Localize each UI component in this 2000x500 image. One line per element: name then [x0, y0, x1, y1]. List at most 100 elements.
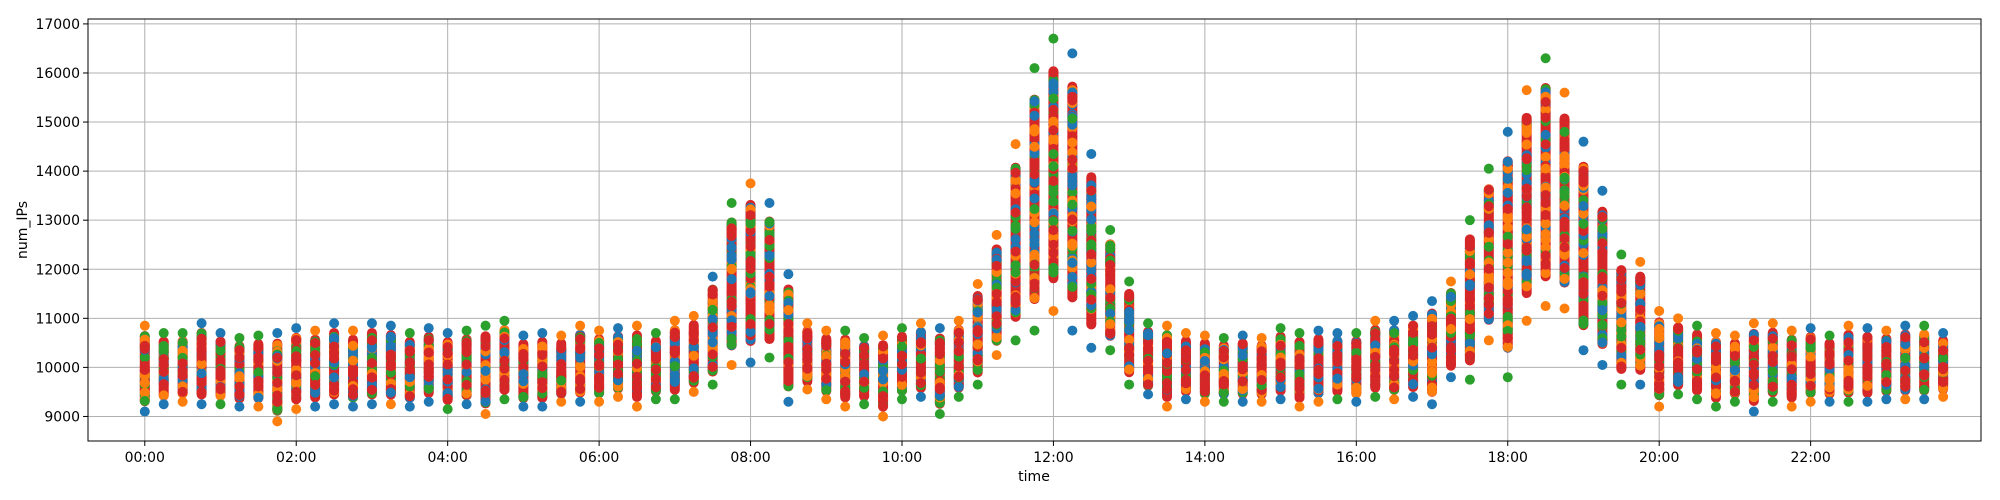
data-point: [745, 263, 756, 274]
data-point: [556, 351, 567, 362]
data-point: [1748, 335, 1759, 346]
data-point: [1559, 273, 1570, 284]
data-point: [404, 372, 415, 383]
data-point: [707, 349, 718, 360]
data-point: [1540, 190, 1551, 201]
data-point: [934, 338, 945, 349]
data-point: [1256, 332, 1267, 343]
data-point: [1029, 234, 1040, 245]
data-point: [1086, 148, 1097, 159]
data-point: [1862, 353, 1873, 364]
data-point: [953, 391, 964, 402]
data-point: [972, 355, 983, 366]
data-point: [499, 333, 510, 344]
data-point: [1105, 259, 1116, 270]
data-point: [385, 341, 396, 352]
data-point: [1521, 183, 1532, 194]
data-point: [726, 250, 737, 261]
data-point: [1502, 239, 1513, 250]
data-point: [934, 323, 945, 334]
data-point: [1389, 364, 1400, 375]
data-point: [556, 330, 567, 341]
data-point: [707, 304, 718, 315]
data-point: [934, 382, 945, 393]
data-point: [840, 325, 851, 336]
data-point: [1805, 380, 1816, 391]
data-point: [1237, 330, 1248, 341]
data-point: [234, 381, 245, 392]
data-point: [272, 396, 283, 407]
data-point: [1427, 342, 1438, 353]
data-point: [1597, 238, 1608, 249]
data-point: [594, 381, 605, 392]
data-point: [1710, 328, 1721, 339]
data-point: [1862, 396, 1873, 407]
data-point: [1767, 333, 1778, 344]
data-point: [688, 371, 699, 382]
data-point: [1332, 394, 1343, 405]
data-point: [272, 352, 283, 363]
data-point: [783, 318, 794, 329]
data-point: [802, 363, 813, 374]
data-point: [423, 347, 434, 358]
data-point: [840, 390, 851, 401]
data-point: [1502, 203, 1513, 214]
data-point: [783, 343, 794, 354]
data-point: [1540, 104, 1551, 115]
x-tick-label: 20:00: [1639, 450, 1679, 466]
data-point: [1143, 328, 1154, 339]
data-point: [575, 361, 586, 372]
data-point: [272, 328, 283, 339]
data-point: [1086, 185, 1097, 196]
data-point: [1029, 162, 1040, 173]
data-point: [650, 364, 661, 375]
data-point: [442, 359, 453, 370]
data-point: [991, 260, 1002, 271]
data-point: [1597, 272, 1608, 283]
data-point: [707, 337, 718, 348]
data-point: [915, 353, 926, 364]
data-point: [385, 331, 396, 342]
data-point: [1067, 214, 1078, 225]
data-point: [688, 350, 699, 361]
data-point: [1427, 296, 1438, 307]
data-point: [1370, 371, 1381, 382]
data-point: [726, 301, 737, 312]
data-point: [1919, 353, 1930, 364]
data-point: [1086, 257, 1097, 268]
data-point: [1578, 318, 1589, 329]
data-point: [1843, 365, 1854, 376]
data-point: [764, 290, 775, 301]
data-point: [139, 406, 150, 417]
data-point: [234, 390, 245, 401]
data-point: [821, 358, 832, 369]
data-point: [461, 347, 472, 358]
data-point: [1729, 350, 1740, 361]
data-point: [1067, 113, 1078, 124]
data-point: [1483, 201, 1494, 212]
data-point: [1919, 337, 1930, 348]
data-point: [1218, 345, 1229, 356]
data-point: [215, 368, 226, 379]
data-point: [1559, 233, 1570, 244]
data-point: [1540, 139, 1551, 150]
data-point: [1540, 97, 1551, 108]
data-point: [1767, 396, 1778, 407]
data-point: [1029, 193, 1040, 204]
data-point: [1408, 320, 1419, 331]
data-point: [878, 341, 889, 352]
y-tick-label: 16000: [35, 66, 80, 82]
data-point: [1010, 188, 1021, 199]
data-point: [859, 342, 870, 353]
data-point: [859, 350, 870, 361]
data-point: [745, 225, 756, 236]
data-point: [1900, 381, 1911, 392]
data-point: [1464, 257, 1475, 268]
data-point: [669, 394, 680, 405]
data-point: [1408, 350, 1419, 361]
data-point: [253, 367, 264, 378]
data-point: [1048, 67, 1059, 78]
data-point: [650, 328, 661, 339]
data-point: [1105, 284, 1116, 295]
data-point: [291, 335, 302, 346]
